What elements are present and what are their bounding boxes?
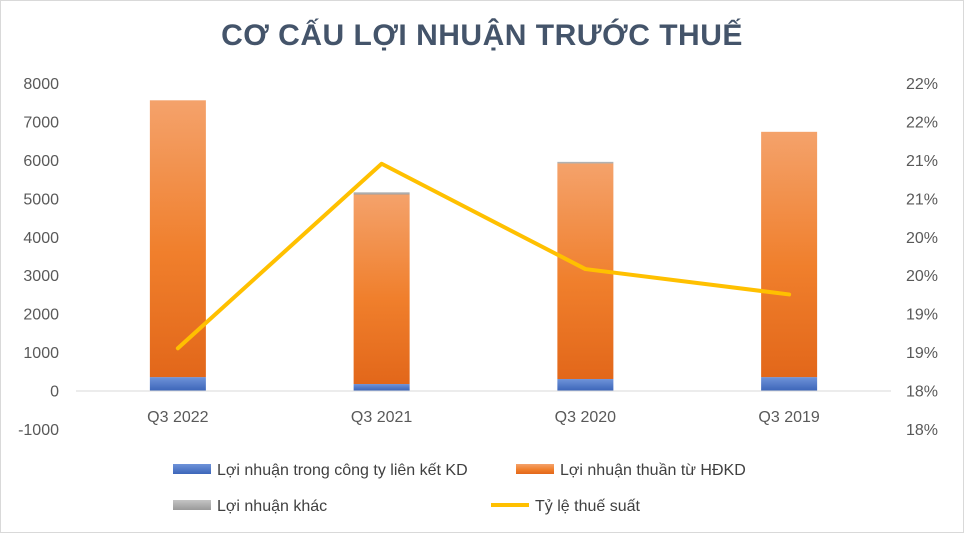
line-point-3-0	[176, 346, 180, 350]
right-tick-label: 18%	[906, 422, 938, 439]
left-tick-label: 0	[50, 384, 59, 401]
bar-1-0	[149, 100, 206, 378]
right-tick-label: 19%	[906, 345, 938, 362]
chart-title: CƠ CẤU LỢI NHUẬN TRƯỚC THUẾ	[221, 19, 743, 52]
bar-0-3	[761, 377, 818, 391]
right-tick-label: 20%	[906, 230, 938, 247]
left-tick-label: 6000	[23, 153, 59, 170]
bar-0-1	[353, 384, 410, 391]
line-point-3-3	[787, 292, 791, 296]
category-label: Q3 2021	[351, 409, 412, 426]
legend-label: Lợi nhuận thuần từ HĐKD	[560, 462, 746, 479]
bar-0-0	[149, 377, 206, 391]
category-label: Q3 2019	[758, 409, 819, 426]
legend-swatch	[173, 500, 211, 510]
bar-1-1	[353, 194, 410, 385]
category-label: Q3 2022	[147, 409, 208, 426]
left-tick-label: 4000	[23, 230, 59, 247]
left-tick-label: 3000	[23, 268, 59, 285]
bar-2-1	[353, 192, 410, 195]
category-label: Q3 2020	[555, 409, 616, 426]
right-tick-label: 22%	[906, 76, 938, 93]
right-tick-label: 19%	[906, 307, 938, 324]
right-tick-label: 21%	[906, 153, 938, 170]
left-tick-label: 2000	[23, 307, 59, 324]
left-tick-label: 1000	[23, 345, 59, 362]
bar-1-3	[761, 131, 818, 378]
legend-swatch	[173, 464, 211, 474]
line-point-3-1	[380, 162, 384, 166]
line-series-3	[175, 161, 792, 351]
bar-0-2	[557, 379, 614, 391]
legend-label: Tỷ lệ thuế suất	[535, 498, 641, 515]
right-tick-label: 22%	[906, 114, 938, 131]
right-tick-label: 20%	[906, 268, 938, 285]
left-tick-label: 8000	[23, 76, 59, 93]
bar-2-2	[557, 161, 614, 164]
legend-label: Lợi nhuận trong công ty liên kết KD	[217, 462, 468, 479]
right-tick-label: 21%	[906, 191, 938, 208]
right-tick-label: 18%	[906, 384, 938, 401]
line-point-3-2	[583, 267, 587, 271]
legend-swatch	[516, 464, 554, 474]
left-tick-label: -1000	[18, 422, 59, 439]
left-tick-label: 7000	[23, 114, 59, 131]
legend-label: Lợi nhuận khác	[217, 498, 327, 515]
left-tick-label: 5000	[23, 191, 59, 208]
